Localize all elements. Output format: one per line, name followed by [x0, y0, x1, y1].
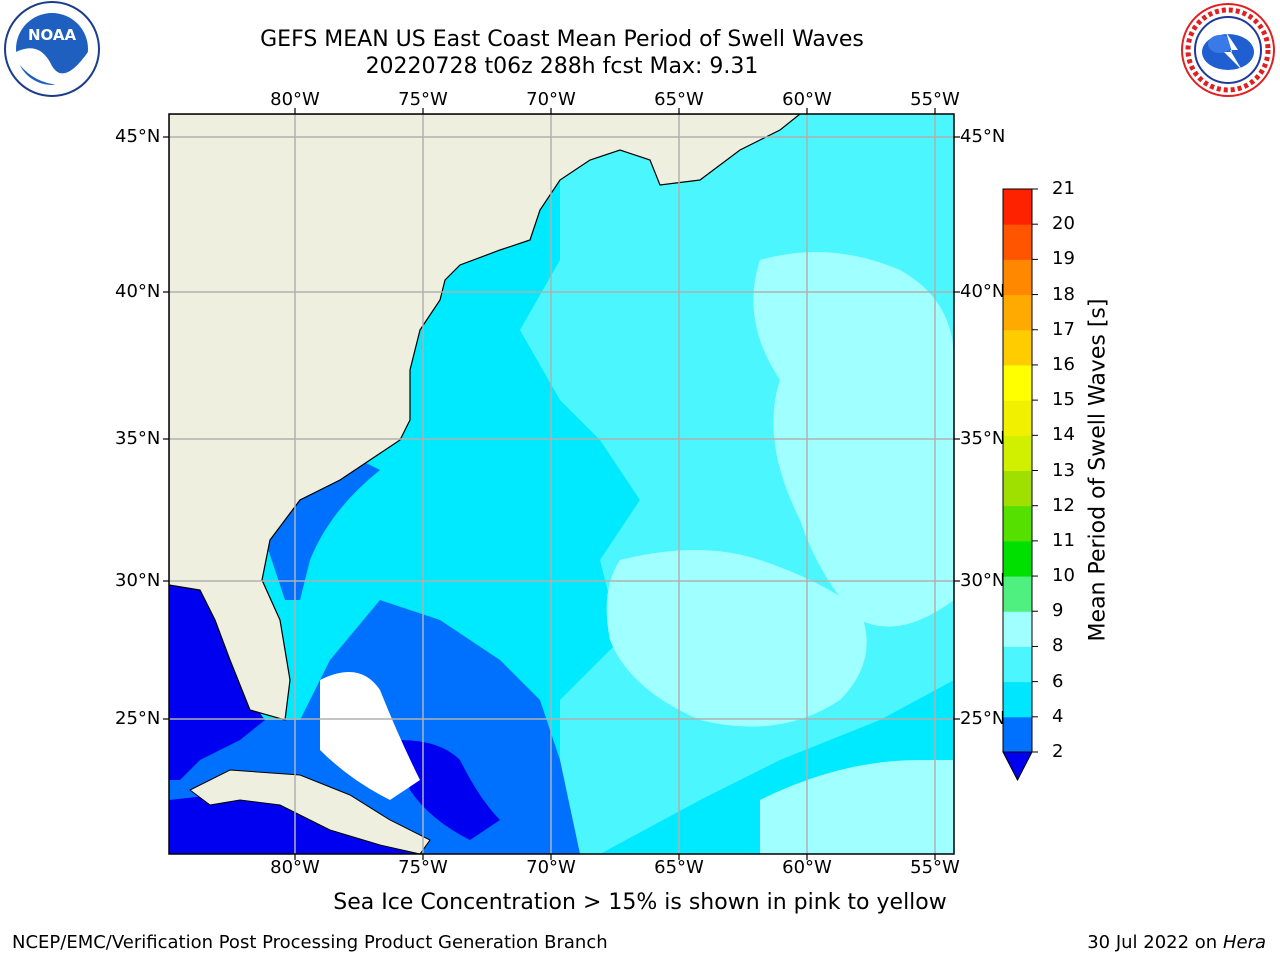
shallow-bank-white	[320, 672, 420, 800]
lon-tick-top-60w: 60°W	[782, 89, 832, 110]
lat-tick-left-25n: 25°N	[115, 708, 161, 729]
colorbar-tick-label: 15	[1052, 389, 1075, 411]
lon-tick-top-75w: 75°W	[398, 89, 448, 110]
lat-tick-left-35n: 35°N	[115, 428, 161, 449]
lon-tick-bottom-75w: 75°W	[398, 857, 448, 878]
ocean-period-lt2	[169, 585, 265, 780]
colorbar-tick-label: 20	[1052, 213, 1075, 235]
colorbar-band	[1003, 400, 1032, 436]
colorbar-band	[1003, 576, 1032, 612]
colorbar-band	[1003, 470, 1032, 507]
lat-tick-right-40n: 40°N	[960, 281, 1006, 302]
colorbar-tick-label: 16	[1052, 353, 1075, 375]
lon-tick-bottom-80w: 80°W	[270, 857, 320, 878]
colorbar-extend-arrow	[1002, 751, 1033, 782]
colorbar-band	[1003, 364, 1032, 401]
lon-tick-top-55w: 55°W	[910, 89, 960, 110]
lon-tick-bottom-70w: 70°W	[526, 857, 576, 878]
lat-tick-left-30n: 30°N	[115, 570, 161, 591]
lon-tick-bottom-65w: 65°W	[654, 857, 704, 878]
colorbar-band	[1003, 540, 1032, 577]
graticule	[169, 114, 954, 854]
colorbar-band	[1003, 681, 1032, 718]
noaa-logo: NOAA	[4, 1, 100, 97]
footer-credit: NCEP/EMC/Verification Post Processing Pr…	[12, 932, 608, 953]
sea-ice-note: Sea Ice Concentration > 15% is shown in …	[333, 890, 947, 915]
lon-tick-bottom-55w: 55°W	[910, 857, 960, 878]
colorbar-tick-label: 2	[1052, 741, 1064, 762]
lon-tick-top-65w: 65°W	[654, 89, 704, 110]
colorbar-tick-label: 13	[1052, 459, 1075, 481]
map-frame	[168, 113, 955, 855]
colorbar-tick-label: 4	[1052, 705, 1064, 727]
colorbar-band	[1003, 259, 1032, 296]
noaa-logo-text: NOAA	[28, 26, 77, 44]
colorbar-band	[1003, 505, 1032, 542]
ocean-period-lt2-bahamas	[400, 740, 500, 840]
ocean-period-2-4-coast	[265, 460, 380, 600]
lat-tick-left-45n: 45°N	[115, 126, 161, 147]
ocean-period-8-9-se	[760, 760, 954, 854]
colorbar-tick-label: 18	[1052, 283, 1075, 305]
colorbar-tick-label: 6	[1052, 670, 1064, 692]
colorbar-tick-label: 9	[1052, 600, 1064, 622]
colorbar-tick-label: 12	[1052, 494, 1075, 516]
colorbar-label: Mean Period of Swell Waves [s]	[1085, 298, 1111, 642]
colorbar-band	[1003, 294, 1032, 331]
footer-host: Hera	[1222, 932, 1266, 953]
colorbar-band	[1003, 716, 1032, 753]
lat-tick-right-45n: 45°N	[960, 126, 1006, 147]
footer-date: 30 Jul 2022 on Hera	[1087, 932, 1266, 953]
colorbar-tick-label: 14	[1052, 424, 1075, 446]
colorbar-band	[1003, 435, 1032, 471]
colorbar-band	[1003, 189, 1032, 225]
colorbar-tick-label: 19	[1052, 248, 1075, 270]
colorbar	[1002, 188, 1038, 782]
colorbar-band	[1003, 224, 1032, 260]
lon-tick-bottom-60w: 60°W	[782, 857, 832, 878]
colorbar-tick-label: 21	[1052, 178, 1075, 199]
colorbar-band	[1003, 611, 1032, 647]
ocean-period-8-9	[606, 550, 867, 727]
map-subtitle: 20220728 t06z 288h fcst Max: 9.31	[365, 54, 759, 79]
colorbar-tick-label: 10	[1052, 565, 1075, 587]
lat-tick-right-35n: 35°N	[960, 428, 1006, 449]
colorbar-band	[1003, 646, 1032, 683]
us-east-coast-land	[169, 114, 801, 721]
lat-tick-right-30n: 30°N	[960, 570, 1006, 591]
tick-marks	[163, 108, 960, 860]
lat-tick-left-40n: 40°N	[115, 281, 161, 302]
nws-logo	[1181, 3, 1275, 97]
colorbar-band	[1003, 329, 1032, 366]
cuba-land	[189, 769, 431, 854]
lat-tick-right-25n: 25°N	[960, 708, 1006, 729]
colorbar-tick-label: 8	[1052, 635, 1064, 657]
colorbar-tick-label: 17	[1052, 318, 1075, 340]
footer-date-text: 30 Jul 2022 on	[1087, 932, 1223, 953]
lon-tick-top-80w: 80°W	[270, 89, 320, 110]
map-title: GEFS MEAN US East Coast Mean Period of S…	[260, 27, 864, 52]
lon-tick-top-70w: 70°W	[526, 89, 576, 110]
colorbar-tick-label: 11	[1052, 529, 1075, 551]
